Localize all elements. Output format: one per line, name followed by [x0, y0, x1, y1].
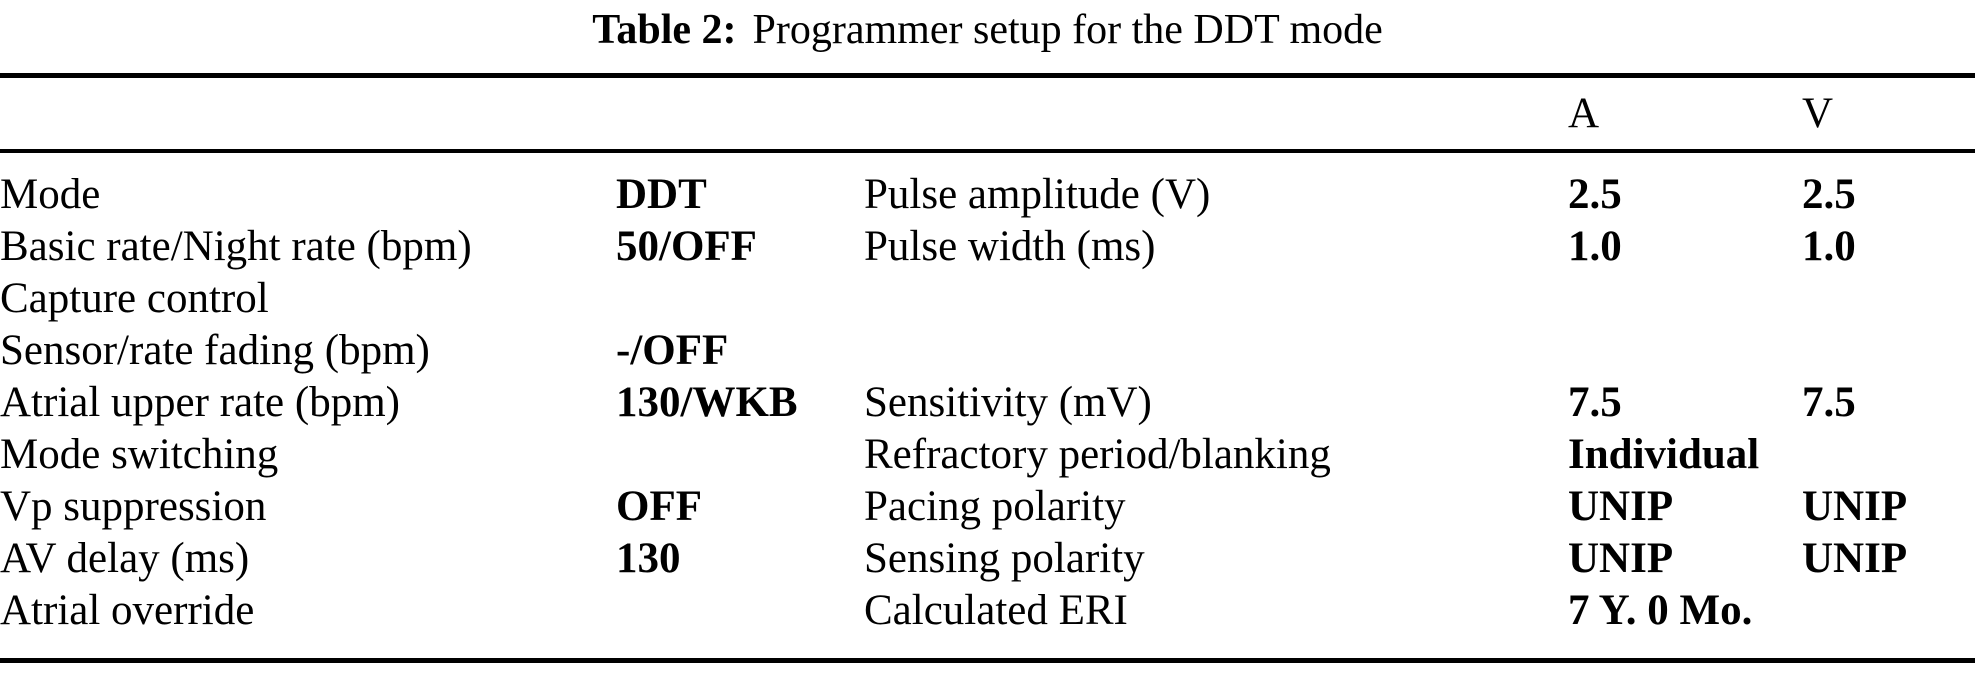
param-name-left-cell: Basic rate/Night rate (bpm) [0, 223, 472, 270]
v-value-cell: UNIP [1802, 535, 1908, 582]
value-cell: DDT [616, 171, 707, 218]
table-row: Mode DDT Pulse amplitude (V) 2.5 2.5 [0, 169, 1975, 221]
v-value-cell: UNIP [1802, 483, 1908, 530]
table-row: Sensor/rate fading (bpm) -/OFF [0, 325, 1975, 377]
param-name-right-cell: Sensitivity (mV) [864, 379, 1152, 426]
a-value-cell: Individual [1568, 431, 1760, 478]
table-rule-top [0, 73, 1975, 78]
param-name-left-cell: AV delay (ms) [0, 535, 250, 582]
param-name-left-cell: Vp suppression [0, 483, 267, 530]
table-row: Atrial override Calculated ERI 7 Y. 0 Mo… [0, 585, 1975, 637]
table-row: Atrial upper rate (bpm) 130/WKB Sensitiv… [0, 377, 1975, 429]
table-header-row: A V [0, 78, 1975, 149]
param-name-left-cell: Mode [0, 171, 101, 218]
table-rule-mid [0, 149, 1975, 153]
value-cell [616, 273, 864, 325]
param-name-right-cell [864, 273, 1568, 325]
param-name-left-cell: Sensor/rate fading (bpm) [0, 327, 430, 374]
param-name-right-cell: Calculated ERI [864, 587, 1128, 634]
table-row: Vp suppression OFF Pacing polarity UNIP … [0, 481, 1975, 533]
value-cell [616, 429, 864, 481]
a-value-cell: 1.0 [1568, 223, 1622, 270]
param-name-right-cell: Sensing polarity [864, 535, 1145, 582]
v-value-cell [1802, 273, 1975, 325]
a-value-cell [1568, 273, 1802, 325]
v-value-cell: 1.0 [1802, 223, 1856, 270]
v-value-cell: 2.5 [1802, 171, 1856, 218]
value-cell [616, 585, 864, 637]
table-row: Capture control [0, 273, 1975, 325]
value-cell: OFF [616, 483, 702, 530]
value-cell: 130 [616, 535, 681, 582]
table-row: Mode switching Refractory period/blankin… [0, 429, 1975, 481]
table-caption-text: Programmer setup for the DDT mode [752, 7, 1383, 53]
v-value-cell: 7.5 [1802, 379, 1856, 426]
table-row: Basic rate/Night rate (bpm) 50/OFF Pulse… [0, 221, 1975, 273]
param-name-right-cell: Pulse width (ms) [864, 223, 1156, 270]
a-value-cell: UNIP [1568, 535, 1674, 582]
value-cell: 50/OFF [616, 223, 757, 270]
param-name-left-cell: Atrial override [0, 587, 255, 634]
v-value-cell [1802, 325, 1975, 377]
column-header-a: A [1568, 90, 1600, 137]
table-caption: Table 2: Programmer setup for the DDT mod… [0, 0, 1975, 73]
a-value-cell [1568, 325, 1802, 377]
table-row: AV delay (ms) 130 Sensing polarity UNIP … [0, 533, 1975, 585]
value-cell: 130/WKB [616, 379, 798, 426]
table-rule-bottom [0, 658, 1975, 663]
param-name-right-cell: Pacing polarity [864, 483, 1126, 530]
param-name-left-cell: Atrial upper rate (bpm) [0, 379, 400, 426]
a-value-cell: 2.5 [1568, 171, 1622, 218]
a-value-cell: UNIP [1568, 483, 1674, 530]
table-caption-label: Table 2: [592, 7, 737, 53]
a-value-cell: 7.5 [1568, 379, 1622, 426]
column-header-v: V [1802, 90, 1834, 137]
param-name-right-cell: Refractory period/blanking [864, 431, 1331, 478]
v-value-cell [1802, 429, 1975, 481]
a-value-cell: 7 Y. 0 Mo. [1568, 587, 1753, 634]
v-value-cell [1802, 585, 1975, 637]
param-name-left-cell: Capture control [0, 275, 269, 322]
value-cell: -/OFF [616, 327, 729, 374]
param-name-left-cell: Mode switching [0, 431, 279, 478]
param-name-right-cell [864, 325, 1568, 377]
param-name-right-cell: Pulse amplitude (V) [864, 171, 1211, 218]
table-body: Mode DDT Pulse amplitude (V) 2.5 2.5 Bas… [0, 153, 1975, 658]
